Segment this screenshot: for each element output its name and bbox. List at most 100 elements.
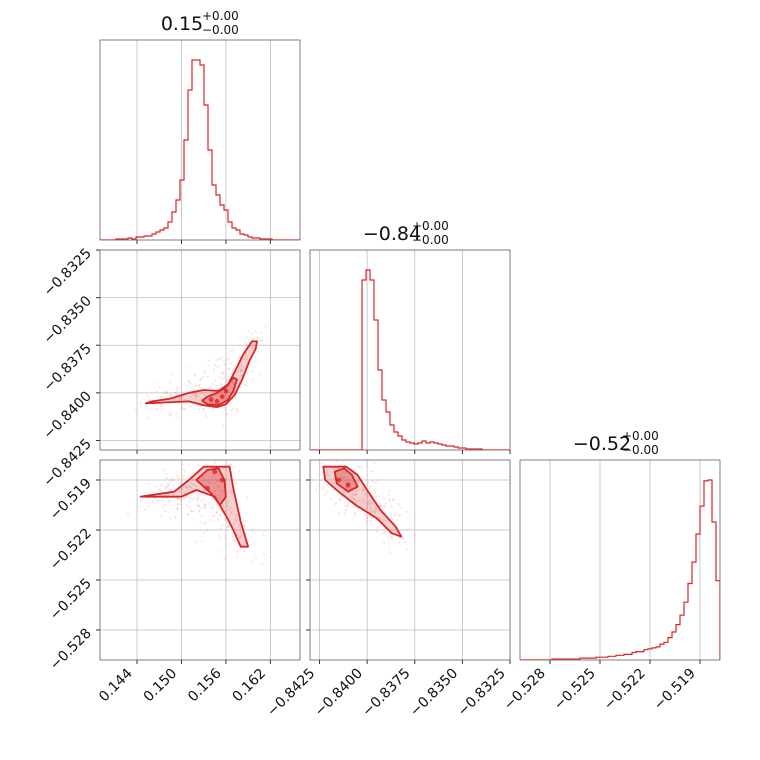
sample-point <box>175 386 179 389</box>
sample-point <box>224 510 227 513</box>
sample-point <box>344 471 347 474</box>
sample-point <box>201 477 204 480</box>
sample-point <box>240 364 243 367</box>
sample-point <box>365 494 368 497</box>
sample-point <box>194 384 197 388</box>
sample-point <box>239 369 242 372</box>
sample-point <box>175 412 178 415</box>
histogram-step-1 <box>310 269 510 450</box>
sample-point <box>240 373 243 376</box>
sample-point <box>378 517 381 520</box>
sample-point <box>352 516 355 520</box>
sample-point <box>210 385 213 388</box>
sample-point <box>342 490 345 493</box>
sample-point <box>240 543 243 546</box>
contour-outer <box>145 340 258 408</box>
sample-point <box>380 532 383 536</box>
sample-point <box>342 461 345 464</box>
sample-point <box>196 495 200 498</box>
sample-point <box>354 476 357 479</box>
density-core <box>205 485 210 491</box>
sample-point <box>226 498 229 501</box>
sample-point <box>213 514 216 517</box>
sample-point <box>371 510 374 513</box>
sample-point <box>211 480 214 483</box>
sample-point <box>238 470 241 473</box>
sample-point <box>246 371 249 374</box>
sample-point <box>158 488 161 492</box>
sample-point <box>331 460 334 462</box>
sample-point <box>216 511 219 514</box>
sample-point <box>219 371 222 374</box>
sample-point <box>222 377 225 380</box>
sample-point <box>230 511 233 515</box>
sample-point <box>339 474 342 477</box>
sample-point <box>379 502 382 505</box>
sample-point <box>252 377 255 381</box>
sample-point <box>217 518 220 521</box>
sample-point <box>370 469 374 473</box>
sample-point <box>235 556 238 559</box>
sample-point <box>163 390 166 393</box>
sample-point <box>165 485 168 488</box>
sample-point <box>326 474 330 477</box>
sample-point <box>337 511 340 515</box>
sample-point <box>212 491 215 494</box>
sample-point <box>251 347 254 350</box>
sample-point <box>180 499 183 502</box>
sample-point <box>199 406 202 409</box>
sample-point <box>136 505 139 508</box>
sample-point <box>218 484 221 488</box>
density-core <box>214 399 220 404</box>
sample-point <box>398 536 401 540</box>
sample-point <box>211 520 214 523</box>
sample-point <box>390 515 393 518</box>
sample-point <box>187 513 190 516</box>
sample-point <box>193 389 196 392</box>
sample-point <box>157 499 160 502</box>
sample-point <box>167 484 170 487</box>
sample-point <box>401 537 404 540</box>
sample-point <box>341 476 345 479</box>
sample-point <box>214 364 217 367</box>
sample-point <box>221 489 224 492</box>
sample-point <box>233 539 236 542</box>
sample-point <box>169 413 172 416</box>
sample-point <box>387 493 390 496</box>
sample-point <box>203 531 206 534</box>
sample-point <box>239 534 242 538</box>
sample-point <box>194 384 197 387</box>
sample-point <box>344 476 347 479</box>
sample-point <box>380 492 383 496</box>
sample-point <box>234 397 237 400</box>
sample-point <box>186 486 189 489</box>
sample-point <box>370 517 373 520</box>
sample-point <box>310 478 314 481</box>
sample-point <box>220 527 223 530</box>
sample-point <box>393 514 396 517</box>
sample-point <box>232 382 235 385</box>
sample-point <box>160 484 163 487</box>
sample-point <box>389 551 392 554</box>
sample-point <box>371 502 374 505</box>
sample-point <box>174 390 177 394</box>
sample-point <box>355 488 358 491</box>
sample-point <box>220 550 223 553</box>
sample-point <box>234 518 237 522</box>
sample-point <box>220 523 224 526</box>
sample-point <box>245 384 248 387</box>
sample-point <box>251 370 254 373</box>
sample-point <box>368 501 371 504</box>
sample-point <box>349 492 352 495</box>
sample-point <box>206 529 209 532</box>
sample-point <box>354 513 357 517</box>
sample-point <box>196 404 199 407</box>
sample-point <box>202 498 205 501</box>
sample-point <box>367 500 370 503</box>
sample-point <box>205 520 208 523</box>
sample-point <box>188 486 191 489</box>
contour-outer <box>322 465 403 538</box>
scatter-content <box>310 460 415 554</box>
sample-point <box>198 384 201 387</box>
sample-point <box>240 386 243 389</box>
